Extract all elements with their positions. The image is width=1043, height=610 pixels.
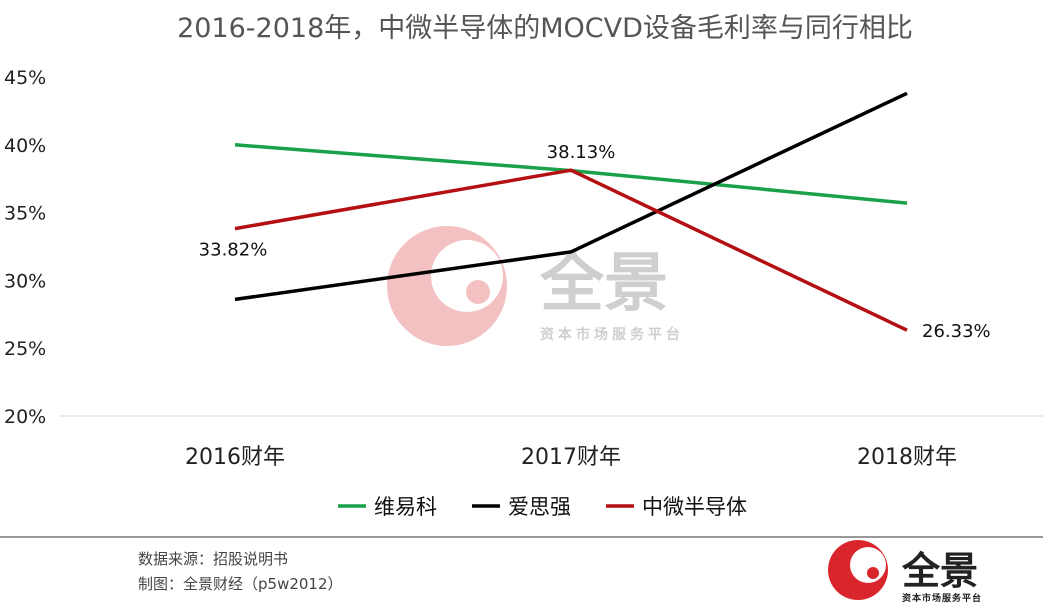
legend-label-3: 中微半导体 bbox=[642, 495, 747, 519]
y-tick-label: 30% bbox=[4, 270, 46, 292]
data-label: 26.33% bbox=[922, 321, 991, 342]
footer-made-by: 制图：全景财经（p5w2012） bbox=[138, 575, 343, 593]
watermark-tagline: 资本市场服务平台 bbox=[540, 326, 684, 343]
x-tick-label: 2018财年 bbox=[857, 445, 957, 470]
y-tick-label: 20% bbox=[4, 406, 46, 428]
y-tick-label: 45% bbox=[4, 67, 46, 89]
y-tick-label: 25% bbox=[4, 338, 46, 360]
y-tick-label: 40% bbox=[4, 135, 46, 157]
watermark-brand: 全景 bbox=[539, 247, 668, 321]
watermark-logo: 全景 资本市场服务平台 bbox=[387, 226, 684, 346]
series-line-2 bbox=[234, 91, 908, 302]
y-tick-label: 35% bbox=[4, 203, 46, 225]
legend-label-2: 爱思强 bbox=[508, 495, 571, 519]
footer-source: 数据来源：招股说明书 bbox=[138, 550, 288, 568]
x-tick-label: 2017财年 bbox=[521, 445, 621, 470]
data-label: 33.82% bbox=[199, 240, 268, 261]
brand-logo: 全景 资本市场服务平台 bbox=[828, 540, 982, 604]
brand-logo-name: 全景 bbox=[901, 549, 978, 593]
series-line-3 bbox=[234, 168, 908, 332]
brand-logo-tagline: 资本市场服务平台 bbox=[902, 592, 982, 604]
chart-title: 2016-2018年，中微半导体的MOCVD设备毛利率与同行相比 bbox=[177, 13, 913, 44]
x-tick-label: 2016财年 bbox=[185, 445, 285, 470]
data-label: 38.13% bbox=[547, 142, 616, 163]
legend-label-1: 维易科 bbox=[374, 495, 437, 519]
